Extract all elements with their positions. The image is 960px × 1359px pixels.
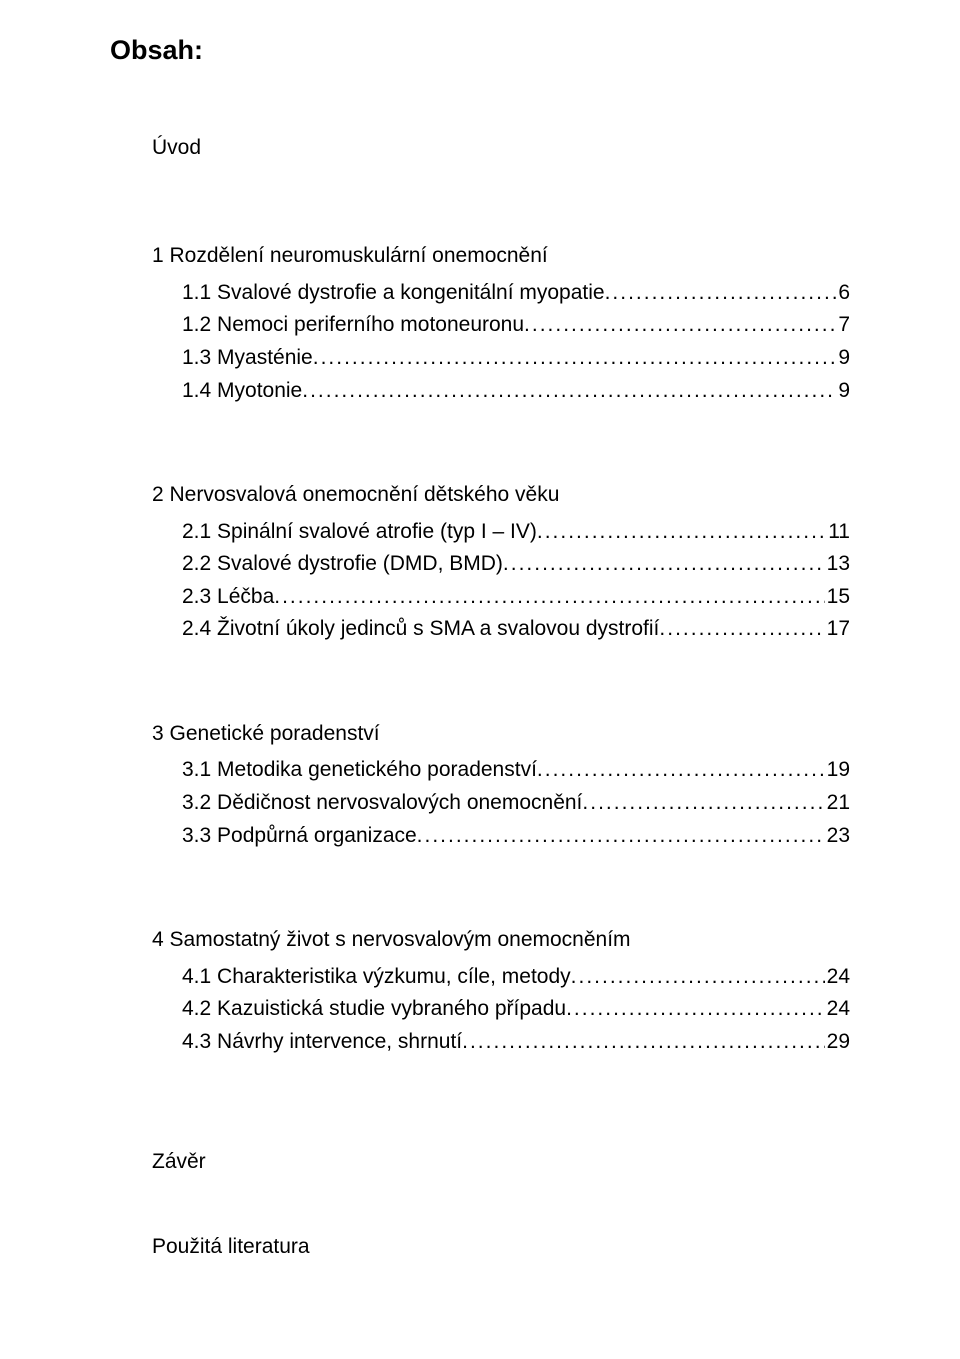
toc-entry-dots (417, 820, 825, 853)
toc-section-lead: 3 Genetické poradenství (110, 718, 850, 751)
toc-footer-item: Závěr (110, 1146, 850, 1179)
toc-footer-item: Použitá literatura (110, 1231, 850, 1264)
toc-entry-dots (605, 277, 837, 310)
toc-entry: 2.1 Spinální svalové atrofie (typ I – IV… (110, 516, 850, 549)
toc-entry-dots (302, 375, 836, 408)
toc-entry: 3.1 Metodika genetického poradenství 19 (110, 754, 850, 787)
toc-entry-label: 1.1 Svalové dystrofie a kongenitální myo… (182, 277, 605, 310)
toc-entry-label: 4.3 Návrhy intervence, shrnutí (182, 1026, 462, 1059)
toc-entry: 2.2 Svalové dystrofie (DMD, BMD) 13 (110, 548, 850, 581)
toc-entry-page: 15 (825, 581, 850, 614)
toc-entry-page: 13 (825, 548, 850, 581)
toc-entry: 4.1 Charakteristika výzkumu, cíle, metod… (110, 961, 850, 994)
toc-entry: 1.4 Myotonie 9 (110, 375, 850, 408)
toc-entry: 1.1 Svalové dystrofie a kongenitální myo… (110, 277, 850, 310)
toc-section-lead: 2 Nervosvalová onemocnění dětského věku (110, 479, 850, 512)
toc-entry-page: 9 (836, 375, 850, 408)
toc-entry-dots (524, 309, 836, 342)
toc-entry-dots (503, 548, 825, 581)
toc-entry-page: 7 (836, 309, 850, 342)
toc-entry-label: 3.1 Metodika genetického poradenství (182, 754, 537, 787)
toc-entry: 3.3 Podpůrná organizace 23 (110, 820, 850, 853)
toc-entry-page: 11 (826, 516, 850, 549)
spacer (110, 852, 850, 888)
toc-entry-dots (537, 516, 826, 549)
toc-entry: 2.3 Léčba 15 (110, 581, 850, 614)
toc-entry-dots (537, 754, 825, 787)
toc-entry-page: 24 (825, 961, 850, 994)
toc-entry-label: 2.1 Spinální svalové atrofie (typ I – IV… (182, 516, 537, 549)
toc-entry-page: 24 (825, 993, 850, 1026)
toc-entry-label: 3.3 Podpůrná organizace (182, 820, 417, 853)
toc-entry-page: 17 (825, 613, 850, 646)
spacer (110, 1058, 850, 1094)
toc-footer-container: Závěr Použitá literatura (110, 1146, 850, 1263)
toc-entry: 1.2 Nemoci periferního motoneuronu 7 (110, 309, 850, 342)
toc-entry-page: 19 (825, 754, 850, 787)
toc-entry-label: 1.3 Myasténie (182, 342, 313, 375)
toc-entry-dots (566, 993, 825, 1026)
spacer (110, 646, 850, 682)
toc-section-lead: Úvod (110, 132, 850, 165)
toc-entry-dots (274, 581, 824, 614)
toc-entry: 1.3 Myasténie 9 (110, 342, 850, 375)
toc-entry-dots (571, 961, 825, 994)
toc-entry-page: 21 (825, 787, 850, 820)
spacer (110, 407, 850, 443)
toc-entry-label: 2.2 Svalové dystrofie (DMD, BMD) (182, 548, 503, 581)
toc-section-lead: 4 Samostatný život s nervosvalovým onemo… (110, 924, 850, 957)
toc-entry-label: 1.4 Myotonie (182, 375, 302, 408)
toc-entry: 2.4 Životní úkoly jedinců s SMA a svalov… (110, 613, 850, 646)
toc-entry-page: 29 (825, 1026, 850, 1059)
toc-entry-page: 23 (825, 820, 850, 853)
toc-entry-label: 4.1 Charakteristika výzkumu, cíle, metod… (182, 961, 571, 994)
toc-entry: 4.2 Kazuistická studie vybraného případu… (110, 993, 850, 1026)
toc-entry-label: 1.2 Nemoci periferního motoneuronu (182, 309, 524, 342)
toc-section-lead: 1 Rozdělení neuromuskulární onemocnění (110, 240, 850, 273)
toc-entry-label: 3.2 Dědičnost nervosvalových onemocnění (182, 787, 582, 820)
toc-entry: 4.3 Návrhy intervence, shrnutí 29 (110, 1026, 850, 1059)
toc-entry-page: 6 (836, 277, 850, 310)
toc-entry-label: 2.3 Léčba (182, 581, 274, 614)
spacer (110, 168, 850, 204)
toc-entry-dots (462, 1026, 825, 1059)
toc-entry-dots (313, 342, 837, 375)
toc-entry-dots (582, 787, 824, 820)
toc-entry-page: 9 (836, 342, 850, 375)
toc-container: Úvod 1 Rozdělení neuromuskulární onemocně… (110, 132, 850, 1094)
toc-entry: 3.2 Dědičnost nervosvalových onemocnění 2… (110, 787, 850, 820)
toc-entry-dots (659, 613, 824, 646)
toc-entry-label: 4.2 Kazuistická studie vybraného případu (182, 993, 566, 1026)
toc-entry-label: 2.4 Životní úkoly jedinců s SMA a svalov… (182, 613, 659, 646)
toc-heading: Obsah: (110, 30, 850, 72)
